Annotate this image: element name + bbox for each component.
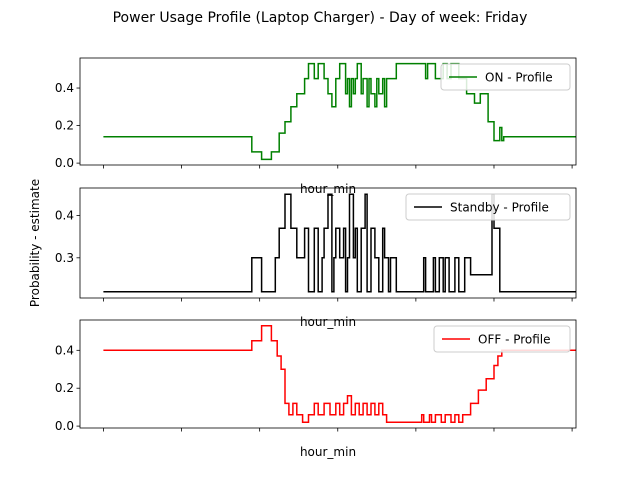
plot-frame-1 (79, 57, 577, 166)
panel-1: 0.0 0.2 0.4 hour_min ON - Profile (55, 57, 577, 196)
legend-label: ON - Profile (485, 71, 553, 85)
x-axis-label: hour_min (300, 182, 356, 196)
plot-frame-3 (79, 319, 577, 429)
y-tick-label: 0.2 (55, 119, 74, 133)
legend-1: ON - Profile (440, 63, 571, 91)
y-tick-label: 0.2 (55, 381, 74, 395)
plot-frame-2 (79, 187, 577, 299)
y-axis-label: Probability - estimate (28, 179, 42, 307)
legend-label: OFF - Profile (478, 333, 551, 347)
y-tick-label: 0.4 (55, 81, 74, 95)
y-tick-label: 0.0 (55, 156, 74, 170)
series-line-2 (103, 193, 576, 293)
panel-3: 0.0 0.2 0.4 hour_min OFF - Profile (55, 319, 577, 459)
x-axis-label: hour_min (300, 315, 356, 329)
legend-box (405, 193, 571, 221)
y-tick-label: 0.3 (55, 251, 74, 265)
legend-3: OFF - Profile (433, 325, 571, 353)
y-tick-label: 0.4 (55, 209, 74, 223)
x-axis-label: hour_min (300, 445, 356, 459)
series-line-3 (103, 324, 576, 424)
legend-box (440, 63, 571, 91)
legend-label: Standby - Profile (450, 201, 549, 215)
panel-2: 0.3 0.4 hour_min Standby - Profile (55, 187, 577, 329)
legend-box (433, 325, 571, 353)
chart-title: Power Usage Profile (Laptop Charger) - D… (113, 10, 528, 26)
y-tick-label: 0.4 (55, 343, 74, 357)
y-tick-label: 0.0 (55, 419, 74, 433)
legend-2: Standby - Profile (405, 193, 571, 221)
